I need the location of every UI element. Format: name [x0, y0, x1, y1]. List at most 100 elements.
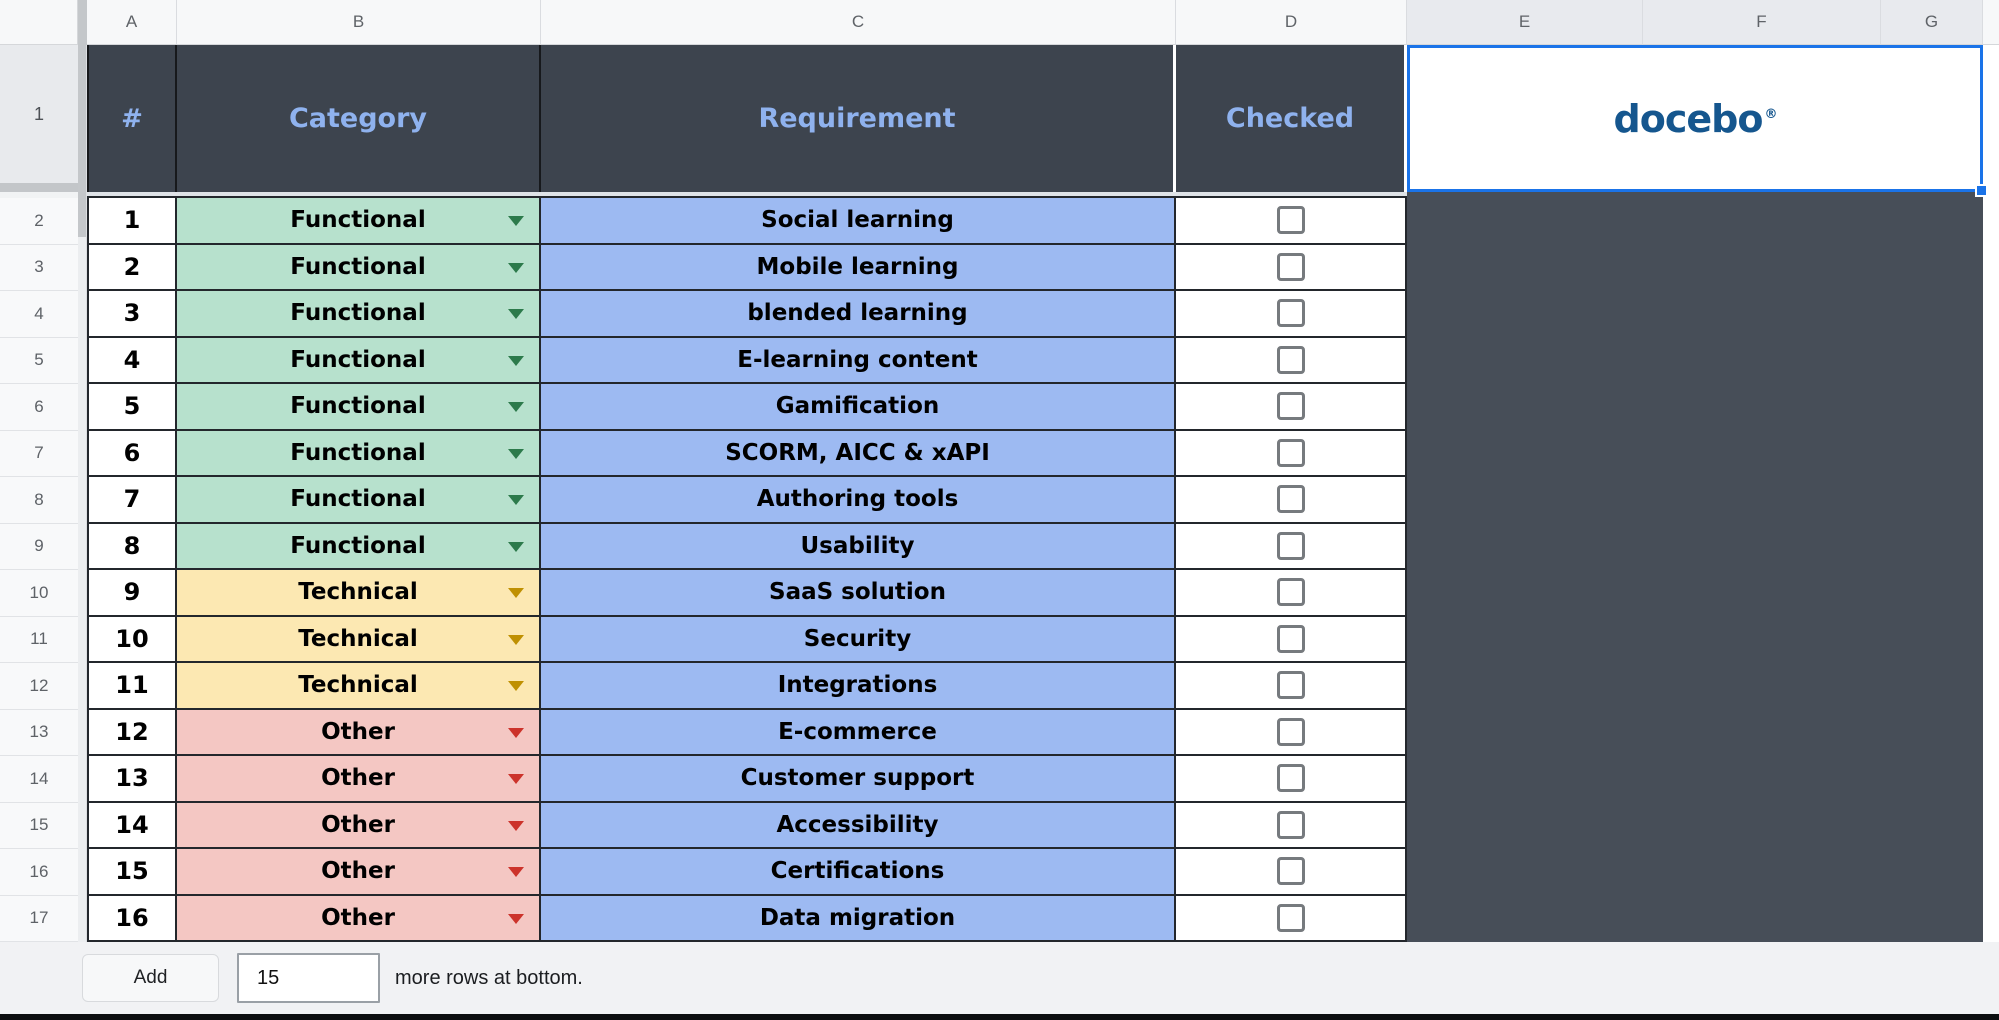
- dropdown-arrow-icon[interactable]: [508, 448, 524, 459]
- checkbox[interactable]: [1276, 206, 1305, 235]
- cell-category-dropdown[interactable]: Technical: [177, 616, 541, 663]
- cell-row-number[interactable]: 3: [87, 291, 177, 338]
- dark-fill-region[interactable]: [1407, 849, 1983, 896]
- cell-category-dropdown[interactable]: Functional: [177, 291, 541, 338]
- dropdown-arrow-icon[interactable]: [508, 495, 524, 506]
- cell-category-dropdown[interactable]: Technical: [177, 570, 541, 617]
- checkbox[interactable]: [1276, 252, 1305, 281]
- cell-category-dropdown[interactable]: Other: [177, 849, 541, 896]
- dark-fill-region[interactable]: [1407, 570, 1983, 617]
- row-header-13[interactable]: 13: [0, 709, 78, 756]
- cell-category-dropdown[interactable]: Other: [177, 895, 541, 942]
- cell-requirement[interactable]: Security: [541, 616, 1176, 663]
- cell-category-dropdown[interactable]: Functional: [177, 244, 541, 291]
- column-header-C[interactable]: C: [541, 0, 1176, 45]
- dropdown-arrow-icon[interactable]: [508, 216, 524, 227]
- checkbox[interactable]: [1276, 764, 1305, 793]
- checkbox[interactable]: [1276, 438, 1305, 467]
- cell-requirement[interactable]: Authoring tools: [541, 477, 1176, 524]
- cell-category-dropdown[interactable]: Functional: [177, 337, 541, 384]
- row-header-3[interactable]: 3: [0, 244, 78, 291]
- row-header-8[interactable]: 8: [0, 477, 78, 524]
- cell-requirement[interactable]: SaaS solution: [541, 570, 1176, 617]
- row-header-5[interactable]: 5: [0, 337, 78, 384]
- column-header-F[interactable]: F: [1643, 0, 1881, 45]
- row-header-14[interactable]: 14: [0, 756, 78, 803]
- cell-row-number[interactable]: 8: [87, 523, 177, 570]
- row-header-4[interactable]: 4: [0, 291, 78, 338]
- cell-row-number[interactable]: 2: [87, 244, 177, 291]
- dark-fill-region[interactable]: [1407, 198, 1983, 245]
- cell-row-number[interactable]: 12: [87, 709, 177, 756]
- column-header-D[interactable]: D: [1176, 0, 1407, 45]
- dark-fill-region[interactable]: [1407, 244, 1983, 291]
- cell-requirement[interactable]: Certifications: [541, 849, 1176, 896]
- cell-row-number[interactable]: 1: [87, 198, 177, 245]
- column-header-A[interactable]: A: [87, 0, 177, 45]
- cell-requirement[interactable]: Integrations: [541, 663, 1176, 710]
- dropdown-arrow-icon[interactable]: [508, 774, 524, 785]
- dark-fill-region[interactable]: [1407, 477, 1983, 524]
- dark-fill-region[interactable]: [1407, 756, 1983, 803]
- dropdown-arrow-icon[interactable]: [508, 820, 524, 831]
- cell-category-dropdown[interactable]: Other: [177, 756, 541, 803]
- cell-category-dropdown[interactable]: Technical: [177, 663, 541, 710]
- dropdown-arrow-icon[interactable]: [508, 588, 524, 599]
- cell-row-number[interactable]: 13: [87, 756, 177, 803]
- dropdown-arrow-icon[interactable]: [508, 262, 524, 273]
- checkbox[interactable]: [1276, 624, 1305, 653]
- cell-row-number[interactable]: 11: [87, 663, 177, 710]
- dark-fill-region[interactable]: [1407, 802, 1983, 849]
- row-header-11[interactable]: 11: [0, 616, 78, 663]
- dark-fill-region[interactable]: [1407, 616, 1983, 663]
- selected-logo-cell[interactable]: docebo ®: [1407, 45, 1988, 197]
- row-header-15[interactable]: 15: [0, 802, 78, 849]
- cell-row-number[interactable]: 5: [87, 384, 177, 431]
- dropdown-arrow-icon[interactable]: [508, 867, 524, 878]
- cell-row-number[interactable]: 9: [87, 570, 177, 617]
- cell-requirement[interactable]: Social learning: [541, 198, 1176, 245]
- column-header-G[interactable]: G: [1881, 0, 1983, 45]
- cell-row-number[interactable]: 10: [87, 616, 177, 663]
- selection-fill-handle[interactable]: [1975, 184, 1988, 197]
- cell-row-number[interactable]: 6: [87, 430, 177, 477]
- cell-row-number[interactable]: 15: [87, 849, 177, 896]
- cell-category-dropdown[interactable]: Other: [177, 709, 541, 756]
- checkbox[interactable]: [1276, 485, 1305, 514]
- row-header-12[interactable]: 12: [0, 663, 78, 710]
- cell-requirement[interactable]: blended learning: [541, 291, 1176, 338]
- header-cell-requirement[interactable]: Requirement: [541, 45, 1176, 192]
- row-header-9[interactable]: 9: [0, 523, 78, 570]
- cell-row-number[interactable]: 14: [87, 802, 177, 849]
- cell-requirement[interactable]: Gamification: [541, 384, 1176, 431]
- cell-row-number[interactable]: 7: [87, 477, 177, 524]
- checkbox[interactable]: [1276, 903, 1305, 932]
- row-header-16[interactable]: 16: [0, 849, 78, 896]
- dark-fill-region[interactable]: [1407, 663, 1983, 710]
- row-header-1[interactable]: 1: [0, 45, 78, 192]
- checkbox[interactable]: [1276, 531, 1305, 560]
- header-cell-checked[interactable]: Checked: [1176, 45, 1407, 192]
- dropdown-arrow-icon[interactable]: [508, 727, 524, 738]
- row-header-2[interactable]: 2: [0, 198, 78, 245]
- cell-requirement[interactable]: Customer support: [541, 756, 1176, 803]
- dark-fill-region[interactable]: [1407, 430, 1983, 477]
- cell-requirement[interactable]: SCORM, AICC & xAPI: [541, 430, 1176, 477]
- dropdown-arrow-icon[interactable]: [508, 402, 524, 413]
- dropdown-arrow-icon[interactable]: [508, 913, 524, 924]
- row-header-7[interactable]: 7: [0, 430, 78, 477]
- checkbox[interactable]: [1276, 299, 1305, 328]
- row-header-10[interactable]: 10: [0, 570, 78, 617]
- dark-fill-region[interactable]: [1407, 291, 1983, 338]
- cell-category-dropdown[interactable]: Functional: [177, 523, 541, 570]
- dropdown-arrow-icon[interactable]: [508, 541, 524, 552]
- checkbox[interactable]: [1276, 671, 1305, 700]
- cell-requirement[interactable]: Mobile learning: [541, 244, 1176, 291]
- checkbox[interactable]: [1276, 578, 1305, 607]
- checkbox[interactable]: [1276, 810, 1305, 839]
- checkbox[interactable]: [1276, 392, 1305, 421]
- row-header-6[interactable]: 6: [0, 384, 78, 431]
- dark-fill-region[interactable]: [1407, 384, 1983, 431]
- dropdown-arrow-icon[interactable]: [508, 355, 524, 366]
- dropdown-arrow-icon[interactable]: [508, 634, 524, 645]
